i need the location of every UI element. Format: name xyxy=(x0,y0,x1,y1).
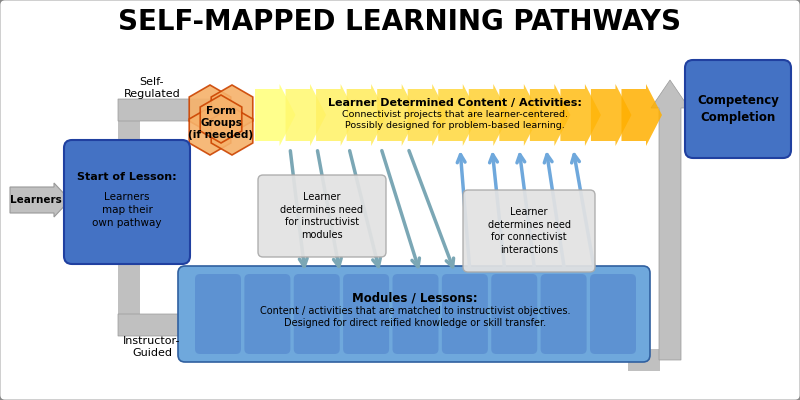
FancyArrow shape xyxy=(346,84,387,146)
FancyBboxPatch shape xyxy=(244,274,290,354)
FancyArrow shape xyxy=(560,84,601,146)
FancyBboxPatch shape xyxy=(294,274,340,354)
Bar xyxy=(118,100,140,335)
FancyBboxPatch shape xyxy=(258,175,386,257)
Bar xyxy=(628,349,660,371)
Text: Content / activities that are matched to instructivist objectives.
Designed for : Content / activities that are matched to… xyxy=(260,306,570,328)
FancyBboxPatch shape xyxy=(178,266,650,362)
Text: Learners
map their
own pathway: Learners map their own pathway xyxy=(92,192,162,228)
FancyArrow shape xyxy=(530,84,570,146)
FancyArrow shape xyxy=(438,84,478,146)
FancyArrow shape xyxy=(10,183,70,217)
Text: Learner Determined Content / Activities:: Learner Determined Content / Activities: xyxy=(328,98,582,108)
Polygon shape xyxy=(190,107,230,155)
FancyArrow shape xyxy=(591,84,631,146)
Text: Instructor-
Guided: Instructor- Guided xyxy=(123,336,181,358)
Text: Form
Groups
(if needed): Form Groups (if needed) xyxy=(189,106,254,140)
Text: Modules / Lessons:: Modules / Lessons: xyxy=(352,292,478,304)
FancyBboxPatch shape xyxy=(491,274,538,354)
FancyBboxPatch shape xyxy=(64,140,190,264)
FancyArrow shape xyxy=(118,310,238,340)
Text: SELF-MAPPED LEARNING PATHWAYS: SELF-MAPPED LEARNING PATHWAYS xyxy=(118,8,682,36)
FancyArrow shape xyxy=(255,84,295,146)
FancyBboxPatch shape xyxy=(442,274,488,354)
FancyBboxPatch shape xyxy=(393,274,438,354)
Polygon shape xyxy=(200,95,242,143)
Bar xyxy=(659,100,681,360)
Polygon shape xyxy=(211,107,253,155)
FancyArrow shape xyxy=(316,84,357,146)
Text: Start of Lesson:: Start of Lesson: xyxy=(77,172,177,182)
FancyArrow shape xyxy=(651,80,689,360)
FancyArrow shape xyxy=(286,84,326,146)
FancyArrow shape xyxy=(408,84,448,146)
FancyArrow shape xyxy=(377,84,418,146)
FancyBboxPatch shape xyxy=(195,274,241,354)
Text: Learners: Learners xyxy=(10,195,62,205)
Polygon shape xyxy=(190,85,230,133)
FancyBboxPatch shape xyxy=(685,60,791,158)
FancyBboxPatch shape xyxy=(463,190,595,272)
FancyBboxPatch shape xyxy=(541,274,586,354)
FancyArrow shape xyxy=(469,84,510,146)
Text: Competency
Completion: Competency Completion xyxy=(697,94,779,124)
Polygon shape xyxy=(211,85,253,133)
Text: Self-
Regulated: Self- Regulated xyxy=(124,77,180,99)
FancyArrow shape xyxy=(622,84,662,146)
FancyArrow shape xyxy=(499,84,540,146)
FancyBboxPatch shape xyxy=(590,274,636,354)
FancyArrow shape xyxy=(118,95,238,125)
FancyBboxPatch shape xyxy=(343,274,389,354)
Text: Learner
determines need
for instructivist
modules: Learner determines need for instructivis… xyxy=(281,192,363,240)
Text: Learner
determines need
for connectivist
interactions: Learner determines need for connectivist… xyxy=(487,207,570,254)
Text: Connectivist projects that are learner-centered.
Possibly designed for problem-b: Connectivist projects that are learner-c… xyxy=(342,110,568,130)
